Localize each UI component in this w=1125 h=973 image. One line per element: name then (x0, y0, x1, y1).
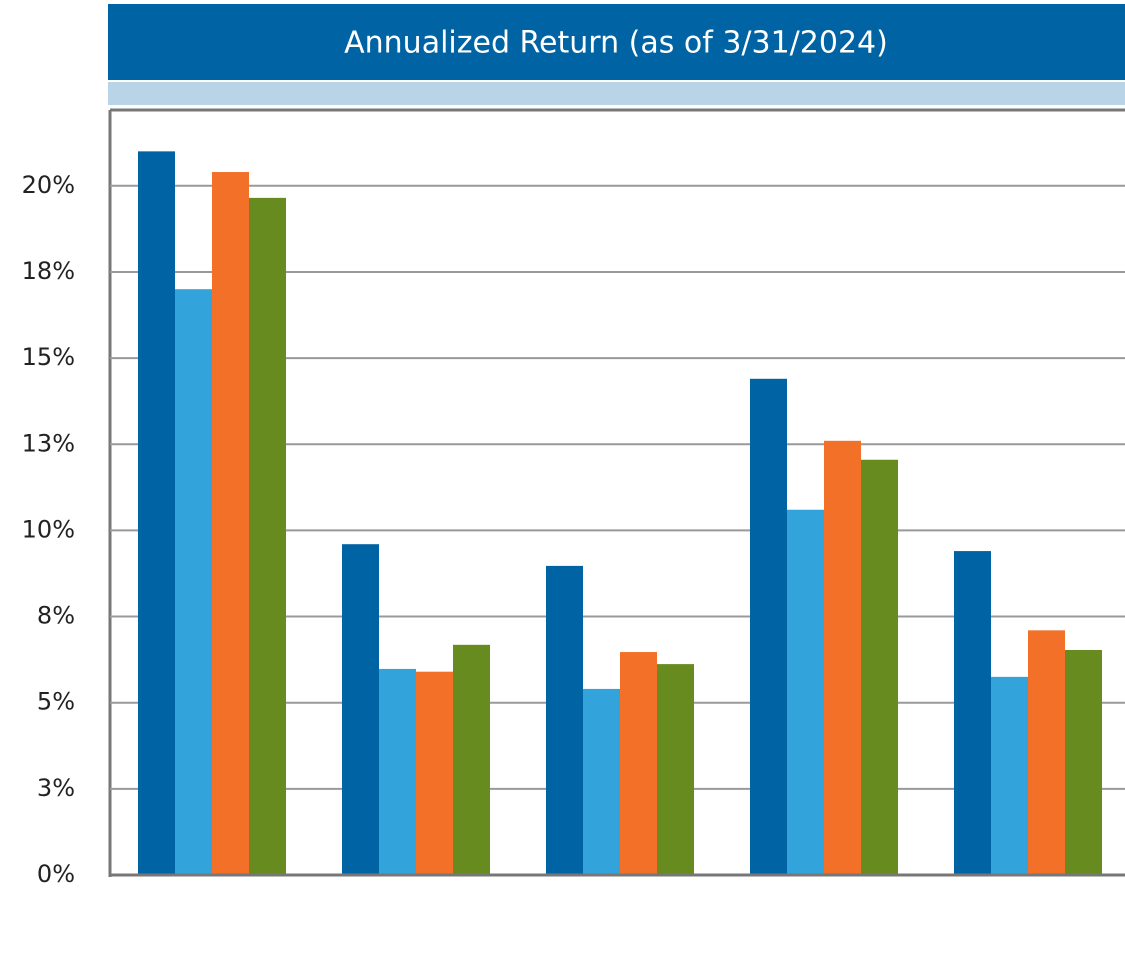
bar (787, 509, 824, 875)
bar (583, 688, 620, 875)
bar (1065, 649, 1102, 875)
y-tick-label: 15% (22, 343, 75, 371)
bar (824, 440, 861, 875)
bar (1028, 630, 1065, 875)
bar (138, 151, 175, 876)
bar (379, 668, 416, 875)
title-band (108, 4, 1125, 80)
chart-title: Annualized Return (as of 3/31/2024) (344, 26, 888, 61)
bar (954, 551, 991, 875)
y-tick-label: 13% (22, 429, 75, 457)
y-tick-label: 0% (37, 860, 75, 888)
bar (416, 671, 453, 875)
y-tick-label: 5% (37, 688, 75, 716)
y-tick-label: 8% (37, 602, 75, 630)
bar (342, 544, 379, 875)
y-tick-label: 3% (37, 774, 75, 802)
bar (657, 664, 694, 875)
y-tick-label: 20% (22, 171, 75, 199)
bar (249, 197, 286, 875)
bar (861, 459, 898, 875)
y-tick-label: 10% (22, 515, 75, 543)
bar (750, 378, 787, 875)
bar (212, 172, 249, 875)
bar (175, 289, 212, 875)
bar (453, 644, 490, 875)
bar (620, 652, 657, 875)
bar (546, 565, 583, 875)
subtitle-band (108, 82, 1125, 105)
y-tick-label: 18% (22, 257, 75, 285)
bar (991, 676, 1028, 875)
